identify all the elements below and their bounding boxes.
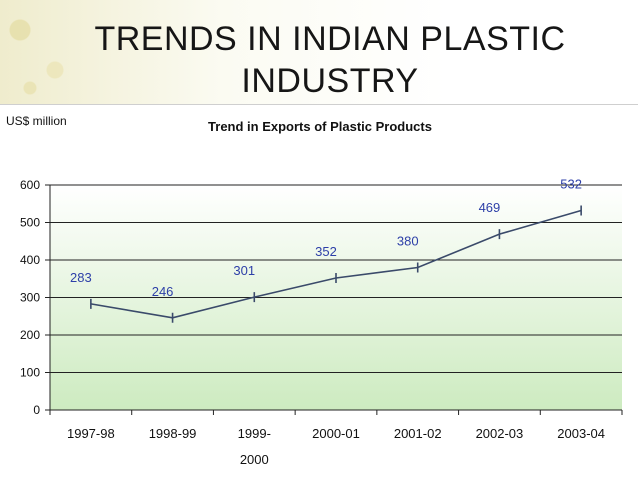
x-tick-label: 2000: [240, 452, 269, 467]
y-axis-label: US$ million: [6, 114, 67, 128]
data-label: 469: [479, 200, 501, 215]
data-label: 246: [152, 284, 174, 299]
slide-header: TRENDS IN INDIAN PLASTIC INDUSTRY: [0, 0, 638, 104]
y-tick-label: 100: [20, 366, 40, 380]
header-decoration: [0, 0, 80, 104]
slide-title-line-2: INDUSTRY: [241, 62, 419, 100]
data-label: 380: [397, 234, 419, 249]
data-label: 532: [560, 177, 582, 192]
x-tick-label: 2003-04: [557, 426, 605, 441]
x-tick-label: 1998-99: [149, 426, 197, 441]
data-label: 283: [70, 270, 92, 285]
y-tick-label: 300: [20, 291, 40, 305]
x-tick-label: 2001-02: [394, 426, 442, 441]
x-tick-label: 2000-01: [312, 426, 360, 441]
y-tick-label: 0: [33, 403, 40, 417]
chart-container: US$ million Trend in Exports of Plastic …: [0, 104, 638, 480]
y-tick-label: 500: [20, 216, 40, 230]
y-tick-label: 400: [20, 253, 40, 267]
slide-title: TRENDS IN INDIAN PLASTIC INDUSTRY: [70, 18, 590, 102]
x-tick-label: 1997-98: [67, 426, 115, 441]
y-tick-label: 600: [20, 178, 40, 192]
slide-title-line-1: TRENDS IN INDIAN PLASTIC: [94, 20, 566, 58]
x-tick-label: 2002-03: [476, 426, 524, 441]
data-label: 301: [233, 263, 255, 278]
y-tick-label: 200: [20, 328, 40, 342]
x-tick-label: 1999-: [238, 426, 271, 441]
chart-title: Trend in Exports of Plastic Products: [208, 119, 432, 134]
exports-line-chart: US$ million Trend in Exports of Plastic …: [6, 114, 623, 467]
data-label: 352: [315, 244, 337, 259]
